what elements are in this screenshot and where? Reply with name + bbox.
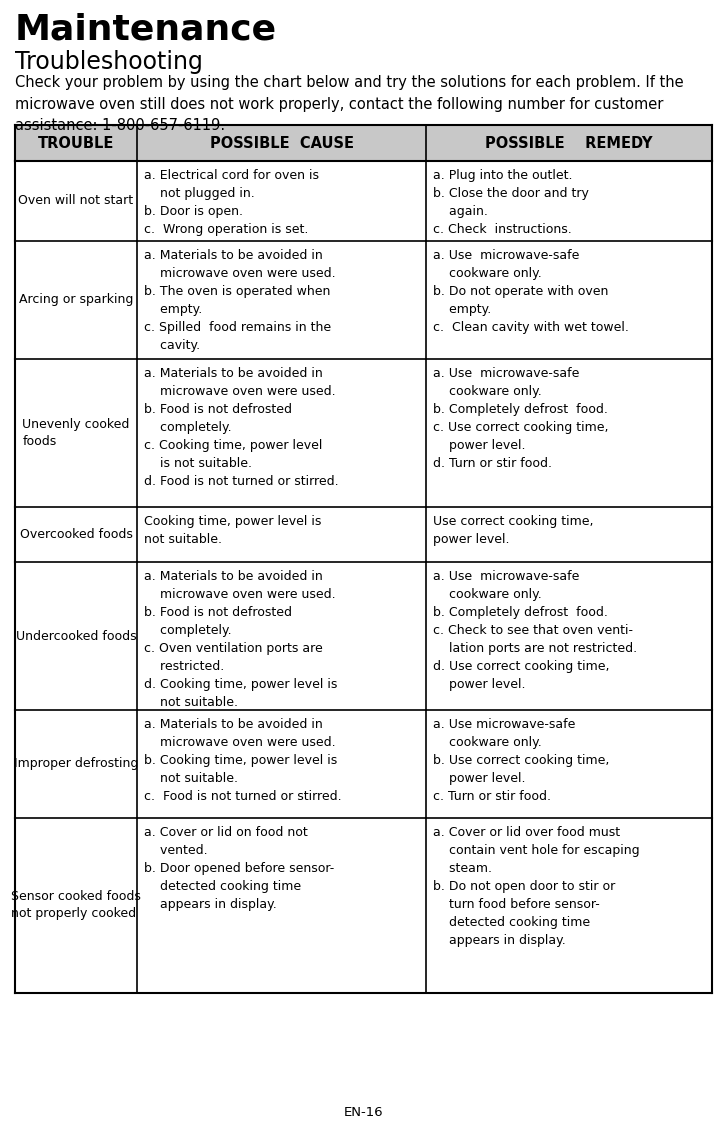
Text: a. Electrical cord for oven is
    not plugged in.
b. Door is open.
c.  Wrong op: a. Electrical cord for oven is not plugg… — [144, 170, 319, 236]
Text: EN-16: EN-16 — [344, 1105, 383, 1119]
Text: a. Cover or lid over food must
    contain vent hole for escaping
    steam.
b. : a. Cover or lid over food must contain v… — [433, 826, 640, 947]
Text: a. Cover or lid on food not
    vented.
b. Door opened before sensor-
    detect: a. Cover or lid on food not vented. b. D… — [144, 826, 334, 911]
Text: Maintenance: Maintenance — [15, 12, 277, 46]
Text: Arcing or sparking: Arcing or sparking — [19, 294, 133, 306]
Text: a. Materials to be avoided in
    microwave oven were used.
b. Food is not defro: a. Materials to be avoided in microwave … — [144, 367, 339, 488]
Text: Cooking time, power level is
not suitable.: Cooking time, power level is not suitabl… — [144, 515, 321, 546]
Text: Overcooked foods: Overcooked foods — [20, 528, 132, 541]
Text: Oven will not start: Oven will not start — [18, 194, 134, 208]
Text: Improper defrosting: Improper defrosting — [14, 757, 138, 771]
Text: a. Materials to be avoided in
    microwave oven were used.
b. The oven is opera: a. Materials to be avoided in microwave … — [144, 249, 336, 353]
Text: TROUBLE: TROUBLE — [38, 136, 114, 150]
Text: a. Use  microwave-safe
    cookware only.
b. Completely defrost  food.
c. Use co: a. Use microwave-safe cookware only. b. … — [433, 367, 608, 470]
Text: Unevenly cooked
foods: Unevenly cooked foods — [23, 418, 129, 447]
Text: Use correct cooking time,
power level.: Use correct cooking time, power level. — [433, 515, 594, 546]
Text: POSSIBLE    REMEDY: POSSIBLE REMEDY — [486, 136, 653, 150]
Text: Check your problem by using the chart below and try the solutions for each probl: Check your problem by using the chart be… — [15, 75, 683, 133]
Text: a. Plug into the outlet.
b. Close the door and try
    again.
c. Check  instruct: a. Plug into the outlet. b. Close the do… — [433, 170, 589, 236]
Text: Undercooked foods: Undercooked foods — [16, 629, 136, 643]
Text: a. Use  microwave-safe
    cookware only.
b. Do not operate with oven
    empty.: a. Use microwave-safe cookware only. b. … — [433, 249, 629, 334]
Text: a. Use  microwave-safe
    cookware only.
b. Completely defrost  food.
c. Check : a. Use microwave-safe cookware only. b. … — [433, 570, 638, 692]
Text: Troubleshooting: Troubleshooting — [15, 50, 203, 73]
Text: POSSIBLE  CAUSE: POSSIBLE CAUSE — [209, 136, 353, 150]
Text: a. Materials to be avoided in
    microwave oven were used.
b. Food is not defro: a. Materials to be avoided in microwave … — [144, 570, 337, 709]
Bar — [15, 125, 712, 160]
Text: a. Use microwave-safe
    cookware only.
b. Use correct cooking time,
    power : a. Use microwave-safe cookware only. b. … — [433, 718, 610, 803]
Text: a. Materials to be avoided in
    microwave oven were used.
b. Cooking time, pow: a. Materials to be avoided in microwave … — [144, 718, 342, 803]
Text: Sensor cooked foods
not properly cooked: Sensor cooked foods not properly cooked — [11, 890, 141, 921]
